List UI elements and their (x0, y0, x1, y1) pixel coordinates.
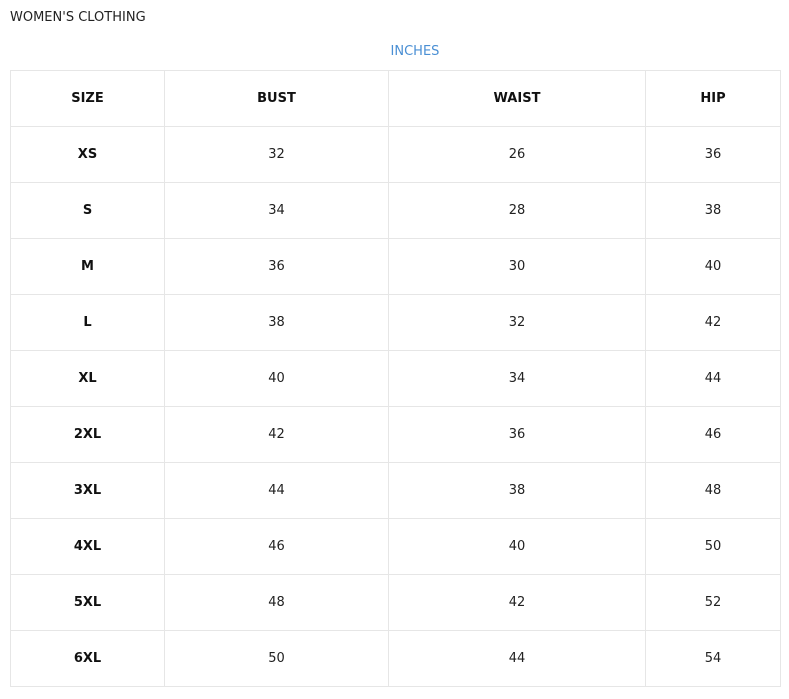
cell-size: L (10, 294, 165, 351)
table-row: S 34 28 38 (10, 182, 781, 239)
cell-bust: 50 (164, 630, 389, 687)
cell-bust: 48 (164, 574, 389, 631)
cell-bust: 46 (164, 518, 389, 575)
size-chart-table: SIZE BUST WAIST HIP XS 32 26 36 S 34 28 38 M 36 30… (10, 70, 781, 687)
page-title: WOMEN'S CLOTHING (10, 10, 146, 25)
column-header-bust: BUST (164, 70, 389, 127)
cell-waist: 36 (388, 406, 646, 463)
cell-waist: 32 (388, 294, 646, 351)
table-row: XL 40 34 44 (10, 350, 781, 407)
column-header-size: SIZE (10, 70, 165, 127)
cell-hip: 46 (645, 406, 781, 463)
cell-hip: 38 (645, 182, 781, 239)
table-row: XS 32 26 36 (10, 126, 781, 183)
unit-tab-inches[interactable]: INCHES (390, 44, 440, 59)
cell-hip: 54 (645, 630, 781, 687)
cell-size: XS (10, 126, 165, 183)
cell-bust: 40 (164, 350, 389, 407)
header-row: SIZE BUST WAIST HIP (10, 70, 781, 127)
cell-size: 2XL (10, 406, 165, 463)
cell-bust: 32 (164, 126, 389, 183)
cell-hip: 50 (645, 518, 781, 575)
cell-waist: 34 (388, 350, 646, 407)
table-row: 4XL 46 40 50 (10, 518, 781, 575)
cell-waist: 40 (388, 518, 646, 575)
cell-bust: 38 (164, 294, 389, 351)
cell-size: 3XL (10, 462, 165, 519)
table-row: 2XL 42 36 46 (10, 406, 781, 463)
cell-size: S (10, 182, 165, 239)
cell-waist: 28 (388, 182, 646, 239)
table-row: L 38 32 42 (10, 294, 781, 351)
cell-waist: 42 (388, 574, 646, 631)
cell-size: 5XL (10, 574, 165, 631)
cell-size: M (10, 238, 165, 295)
cell-bust: 36 (164, 238, 389, 295)
cell-hip: 40 (645, 238, 781, 295)
column-header-waist: WAIST (388, 70, 646, 127)
cell-bust: 34 (164, 182, 389, 239)
cell-size: XL (10, 350, 165, 407)
cell-hip: 36 (645, 126, 781, 183)
cell-size: 4XL (10, 518, 165, 575)
cell-hip: 44 (645, 350, 781, 407)
cell-waist: 30 (388, 238, 646, 295)
cell-waist: 26 (388, 126, 646, 183)
table-row: 6XL 50 44 54 (10, 630, 781, 687)
cell-waist: 38 (388, 462, 646, 519)
cell-size: 6XL (10, 630, 165, 687)
cell-hip: 48 (645, 462, 781, 519)
cell-bust: 42 (164, 406, 389, 463)
cell-bust: 44 (164, 462, 389, 519)
cell-hip: 52 (645, 574, 781, 631)
cell-hip: 42 (645, 294, 781, 351)
column-header-hip: HIP (645, 70, 781, 127)
table-row: 3XL 44 38 48 (10, 462, 781, 519)
table-row: M 36 30 40 (10, 238, 781, 295)
table-row: 5XL 48 42 52 (10, 574, 781, 631)
cell-waist: 44 (388, 630, 646, 687)
